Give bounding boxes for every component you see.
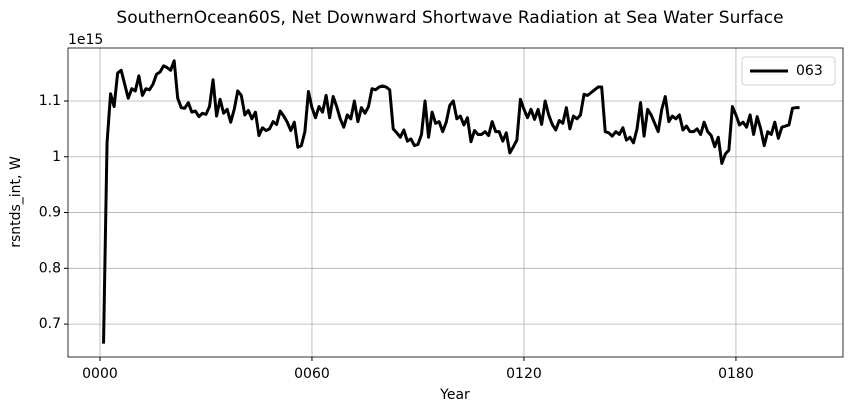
chart-title: SouthernOcean60S, Net Downward Shortwave… [116, 8, 783, 28]
data-line [102, 59, 800, 344]
y-tick-label: 0.8 [39, 260, 61, 276]
y-tick-label: 0.7 [39, 316, 61, 332]
x-tick-label: 0180 [718, 366, 754, 382]
y-tick-label: 0.9 [39, 205, 61, 221]
x-tick-label: 0120 [506, 366, 542, 382]
y-tick-label: 1.1 [39, 93, 61, 109]
y-tick-label: 1 [52, 149, 61, 165]
offset-label: 1e15 [68, 32, 103, 48]
x-tick-label: 0060 [294, 366, 330, 382]
plot-frame [67, 47, 844, 358]
legend-label: 063 [796, 63, 823, 79]
legend-box [741, 56, 836, 86]
y-axis-label: rsntds_int, W [8, 156, 24, 248]
x-axis-label: Year [439, 387, 470, 403]
x-tick-label: 0000 [82, 366, 118, 382]
